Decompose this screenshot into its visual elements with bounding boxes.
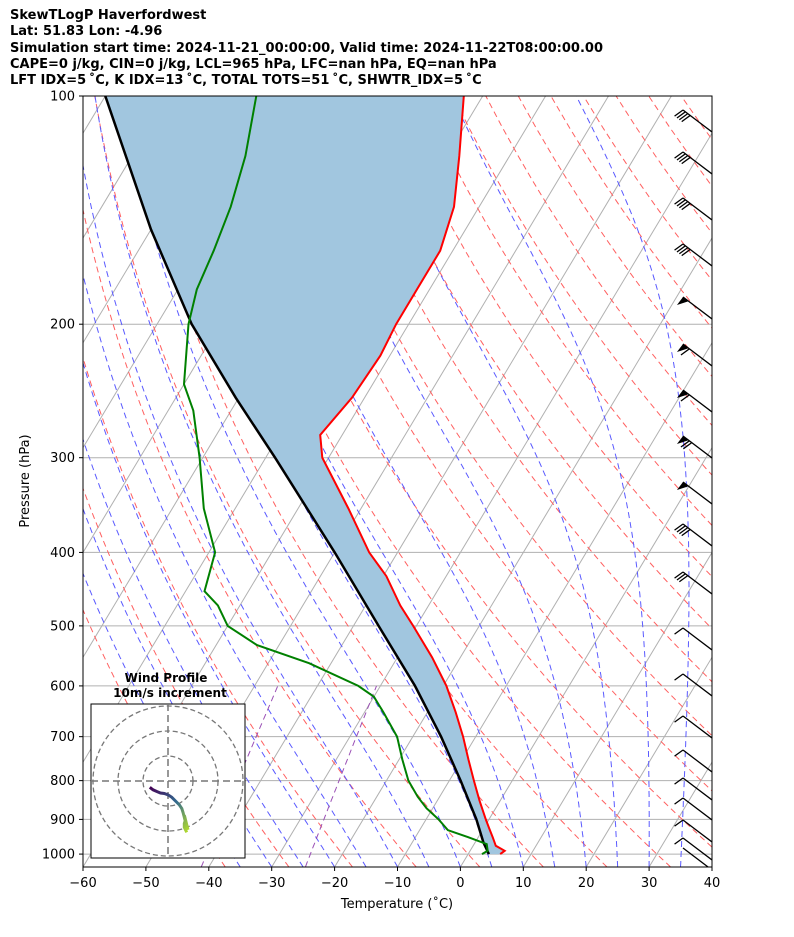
wind-barb — [676, 481, 712, 505]
moist-adiabats — [83, 96, 690, 867]
y-tick-label: 600 — [50, 679, 75, 694]
x-tick-label: 10 — [515, 876, 532, 891]
indices-line: CAPE=0 j/kg, CIN=0 j/kg, LCL=965 hPa, LF… — [10, 56, 497, 72]
wind-barb — [674, 627, 712, 651]
mixing-ratio-line — [304, 685, 377, 867]
x-tick-label: −50 — [132, 876, 159, 891]
x-axis-label: Temperature (˚C) — [340, 896, 453, 912]
dry-adiabat-line — [452, 96, 712, 476]
wind-barb — [674, 749, 712, 773]
dry-adiabat-line — [322, 96, 712, 683]
y-tick-label: 700 — [50, 730, 75, 745]
dry-adiabat-line — [714, 96, 794, 867]
y-tick-label: 500 — [50, 619, 75, 634]
isotherm-line — [459, 446, 712, 867]
wind-barb — [674, 109, 712, 133]
y-tick-label: 300 — [50, 451, 75, 466]
dry-adiabat-line — [387, 96, 712, 578]
isotherm-line — [585, 656, 712, 867]
isotherm-line — [83, 96, 169, 239]
wind-barb — [674, 243, 712, 267]
dry-adiabat-line — [83, 487, 290, 867]
x-tick-label: −40 — [195, 876, 222, 891]
wind-barb — [674, 197, 712, 221]
hodograph-line — [148, 786, 190, 833]
moist-adiabat-line — [451, 96, 650, 867]
isotherm-line — [711, 866, 712, 867]
moist-adiabat-line — [575, 96, 690, 867]
wind-barb — [674, 673, 712, 697]
dry-adiabat-line — [83, 207, 417, 867]
y-tick-label: 100 — [50, 90, 75, 105]
moist-adiabat-line — [94, 96, 430, 867]
dry-adiabat-line — [615, 96, 712, 234]
x-axis-ticks: −60 −50 −40 −30 −20 −10 0 10 20 30 40 — [69, 867, 720, 891]
isotherm-line — [271, 132, 712, 867]
y-tick-label: 200 — [50, 318, 75, 333]
moist-adiabat-line — [287, 96, 587, 867]
y-axis-ticks: 100 200 300 400 500 600 700 800 900 1000 — [42, 90, 83, 863]
chart-title: SkewTLogP Haverfordwest — [10, 8, 207, 23]
isotherm-line — [522, 551, 712, 867]
moist-adiabat-line — [83, 361, 336, 867]
wind-barb — [674, 523, 712, 547]
x-tick-label: −20 — [321, 876, 348, 891]
wind-barb — [676, 389, 712, 413]
wind-barb — [674, 715, 712, 739]
moist-adiabat-line — [120, 96, 461, 867]
dry-adiabat-line — [680, 96, 712, 141]
dry-adiabat-line — [224, 96, 712, 848]
moist-adiabat-line — [83, 437, 304, 867]
hodograph-inset: Wind Profile 10m/s increment — [90, 671, 246, 859]
x-tick-label: −30 — [258, 876, 285, 891]
dry-adiabat-line — [83, 356, 353, 867]
temperature-line — [319, 96, 507, 855]
hodograph-title: Wind Profile — [125, 671, 208, 685]
dry-adiabat-line — [126, 96, 544, 867]
wind-barb — [676, 296, 712, 320]
hodograph-grid — [91, 704, 245, 858]
moist-adiabat-line — [83, 272, 367, 867]
dry-adiabat-line — [485, 96, 712, 427]
moist-adiabat-line — [83, 162, 398, 867]
wind-barbs — [674, 109, 712, 867]
wind-barb — [674, 777, 712, 801]
y-tick-label: 800 — [50, 774, 75, 789]
x-tick-label: −10 — [384, 876, 411, 891]
wind-barb — [682, 847, 710, 867]
dry-adiabat-line — [289, 96, 712, 737]
parcel-profile-line — [104, 96, 491, 855]
x-tick-label: 20 — [578, 876, 595, 891]
wind-barb — [674, 571, 712, 595]
wind-barb — [674, 151, 712, 175]
y-tick-label: 900 — [50, 813, 75, 828]
isotherm-line — [334, 237, 712, 867]
dry-adiabat-line — [192, 96, 671, 867]
wind-barb — [674, 837, 712, 861]
wind-barb — [674, 797, 712, 821]
x-tick-label: 0 — [456, 876, 464, 891]
wind-barb — [674, 819, 712, 843]
y-tick-label: 400 — [50, 546, 75, 561]
wind-barb — [676, 343, 712, 367]
location-line: Lat: 51.83 Lon: -4.96 — [10, 24, 163, 40]
hodograph-subtitle: 10m/s increment — [113, 686, 227, 700]
stability-line: LFT IDX=5 ˚C, K IDX=13 ˚C, TOTAL TOTS=51… — [10, 73, 482, 89]
moist-adiabat-line — [358, 96, 619, 867]
chart-header: SkewTLogP Haverfordwest Lat: 51.83 Lon: … — [10, 8, 603, 89]
dry-adiabat-line — [257, 96, 712, 792]
dry-adiabat-line — [583, 96, 712, 281]
dewpoint-line — [182, 96, 489, 855]
cape-shading — [105, 96, 505, 855]
x-tick-label: 30 — [641, 876, 658, 891]
y-axis-label: Pressure (hPa) — [18, 434, 33, 527]
isotherm-line — [397, 341, 712, 867]
x-tick-label: −60 — [69, 876, 96, 891]
x-tick-label: 40 — [704, 876, 721, 891]
time-line: Simulation start time: 2024-11-21_00:00:… — [10, 40, 603, 56]
wind-barb — [676, 435, 712, 459]
y-tick-label: 1000 — [42, 848, 75, 863]
moist-adiabat-line — [231, 96, 556, 867]
